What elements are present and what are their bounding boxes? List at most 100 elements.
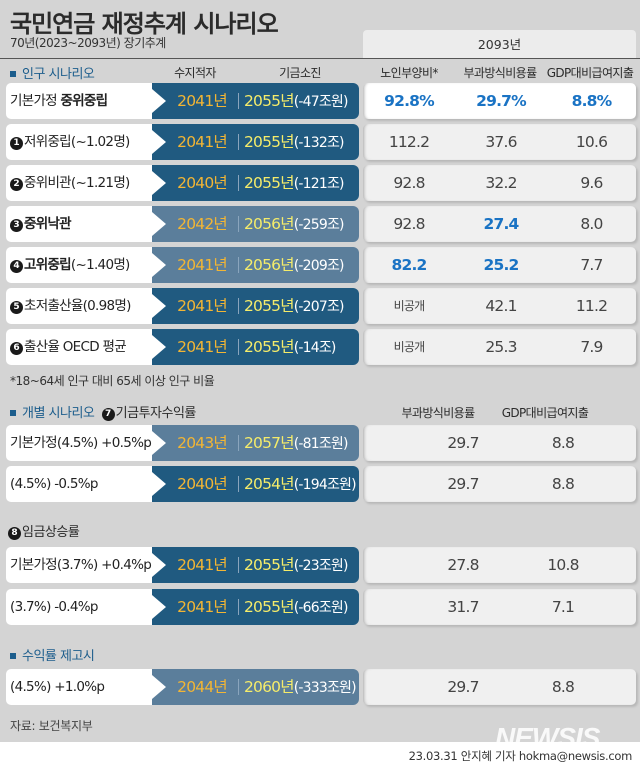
depletion-year: 2055년(-121조) xyxy=(244,174,345,192)
table-row: 기본가정 중위중립 2041년 2055년(-47조원) 92.8% 29.7%… xyxy=(0,83,640,119)
old-age-ratio: 92.8 xyxy=(393,215,425,233)
gdp-expenditure: 7.9 xyxy=(580,338,603,356)
divider xyxy=(238,298,239,314)
values-2093: 27.8 10.8 xyxy=(363,547,636,583)
gdp-expenditure: 8.0 xyxy=(580,215,603,233)
row-label: 6 출산율 OECD 평균 xyxy=(6,329,154,365)
row-label: 기본가정(3.7%) +0.4%p xyxy=(6,547,154,583)
old-age-ratio: 92.8 xyxy=(393,174,425,192)
payg-rate: 29.7 xyxy=(447,475,479,493)
gdp-expenditure: 8.8% xyxy=(571,92,613,110)
number-badge: 1 xyxy=(10,137,23,150)
col-header-payg: 부과방식비용률 xyxy=(463,66,537,80)
row-label: 2 중위비관(~1.21명) xyxy=(6,165,154,201)
square-bullet-icon xyxy=(10,409,16,416)
credit-line: 23.03.31 안지혜 기자 hokma@newsis.com xyxy=(408,749,633,763)
table-row: 6 출산율 OECD 평균 2041년 2055년(-14조) 비공개 25.3 … xyxy=(0,329,640,365)
footnote: *18~64세 인구 대비 65세 이상 인구 비율 xyxy=(10,374,215,388)
old-age-ratio: 비공개 xyxy=(393,299,426,313)
header-divider xyxy=(0,58,640,59)
table-row: (4.5%) -0.5%p 2040년 2054년(-194조원) 29.7 8… xyxy=(0,466,640,502)
depletion-year: 2057년(-81조원) xyxy=(244,434,348,452)
surplus-year: 2040년 xyxy=(177,174,228,192)
arrow-icon xyxy=(152,89,166,113)
gdp-expenditure: 7.1 xyxy=(551,598,575,616)
depletion-year: 2056년(-259조) xyxy=(244,215,345,233)
timeline-bar: 2040년 2055년(-121조) xyxy=(152,165,359,201)
timeline-bar: 2043년 2057년(-81조원) xyxy=(152,425,359,461)
timeline-bar: 2041년 2056년(-209조) xyxy=(152,247,359,283)
timeline-bar: 2041년 2055년(-132조) xyxy=(152,124,359,160)
surplus-year: 2044년 xyxy=(177,678,228,696)
number-badge: 8 xyxy=(8,527,21,540)
surplus-year: 2041년 xyxy=(177,338,228,356)
square-bullet-icon xyxy=(10,70,16,77)
values-2093: 비공개 25.3 7.9 xyxy=(363,329,636,365)
timeline-bar: 2041년 2055년(-66조원) xyxy=(152,589,359,625)
depletion-year: 2055년(-23조원) xyxy=(244,556,348,574)
payg-rate: 31.7 xyxy=(447,598,479,616)
table-row: 기본가정(4.5%) +0.5%p 2043년 2057년(-81조원) 29.… xyxy=(0,425,640,461)
timeline-bar: 2042년 2056년(-259조) xyxy=(152,206,359,242)
surplus-year: 2041년 xyxy=(177,598,228,616)
row-label: 4 고위중립(~1.40명) xyxy=(6,247,154,283)
section-population-label: 인구 시나리오 xyxy=(8,63,95,82)
section-return-up-label: 수익률 제고시 xyxy=(8,645,95,664)
divider xyxy=(238,435,239,451)
number-badge: 5 xyxy=(10,301,23,314)
arrow-icon xyxy=(152,212,166,236)
values-2093: 92.8 27.4 8.0 xyxy=(363,206,636,242)
arrow-icon xyxy=(152,431,166,455)
surplus-year: 2041년 xyxy=(177,297,228,315)
arrow-icon xyxy=(152,253,166,277)
depletion-year: 2056년(-209조) xyxy=(244,256,345,274)
payg-rate: 37.6 xyxy=(485,133,517,151)
row-label: 3 중위낙관 xyxy=(6,206,154,242)
old-age-ratio: 비공개 xyxy=(393,340,426,354)
section-wage-label: 8 임금상승률 xyxy=(8,521,80,540)
surplus-year: 2041년 xyxy=(177,133,228,151)
surplus-year: 2041년 xyxy=(177,256,228,274)
divider xyxy=(238,679,239,695)
timeline-bar: 2044년 2060년(-333조원) xyxy=(152,669,359,705)
divider xyxy=(238,339,239,355)
table-row: 1 저위중립(~1.02명) 2041년 2055년(-132조) 112.2 3… xyxy=(0,124,640,160)
old-age-ratio: 112.2 xyxy=(388,133,430,151)
col-header-gdp: GDP대비급여지출 xyxy=(546,66,634,80)
row-label: 기본가정(4.5%) +0.5%p xyxy=(6,425,154,461)
old-age-ratio: 92.8% xyxy=(384,92,435,110)
arrow-icon xyxy=(152,335,166,359)
depletion-year: 2055년(-207조) xyxy=(244,297,345,315)
values-2093: 112.2 37.6 10.6 xyxy=(363,124,636,160)
arrow-icon xyxy=(152,294,166,318)
number-badge: 6 xyxy=(10,342,23,355)
gdp-expenditure: 8.8 xyxy=(551,475,575,493)
values-2093: 29.7 8.8 xyxy=(363,669,636,705)
gdp-expenditure: 10.8 xyxy=(547,556,579,574)
table-row: 5 초저출산율(0.98명) 2041년 2055년(-207조) 비공개 42.… xyxy=(0,288,640,324)
payg-rate: 27.4 xyxy=(483,215,519,233)
depletion-year: 2055년(-66조원) xyxy=(244,598,348,616)
divider xyxy=(238,134,239,150)
divider xyxy=(238,557,239,573)
payg-rate: 25.3 xyxy=(485,338,517,356)
arrow-icon xyxy=(152,595,166,619)
surplus-year: 2041년 xyxy=(177,556,228,574)
divider xyxy=(238,216,239,232)
arrow-icon xyxy=(152,171,166,195)
payg-rate: 27.8 xyxy=(447,556,479,574)
row-label: (4.5%) -0.5%p xyxy=(6,466,154,502)
source-label: 자료: 보건복지부 xyxy=(10,719,93,733)
gdp-expenditure: 11.2 xyxy=(575,297,608,315)
values-2093: 비공개 42.1 11.2 xyxy=(363,288,636,324)
timeline-bar: 2041년 2055년(-23조원) xyxy=(152,547,359,583)
section-individual-label: 개별 시나리오 7 기금투자수익률 xyxy=(8,402,196,421)
number-badge: 2 xyxy=(10,178,23,191)
timeline-bar: 2041년 2055년(-207조) xyxy=(152,288,359,324)
arrow-icon xyxy=(152,472,166,496)
surplus-year: 2042년 xyxy=(177,215,228,233)
timeline-bar: 2041년 2055년(-47조원) xyxy=(152,83,359,119)
table-row: 4 고위중립(~1.40명) 2041년 2056년(-209조) 82.2 25… xyxy=(0,247,640,283)
newsis-logo: NEWSIS xyxy=(495,722,600,753)
surplus-year: 2040년 xyxy=(177,475,228,493)
